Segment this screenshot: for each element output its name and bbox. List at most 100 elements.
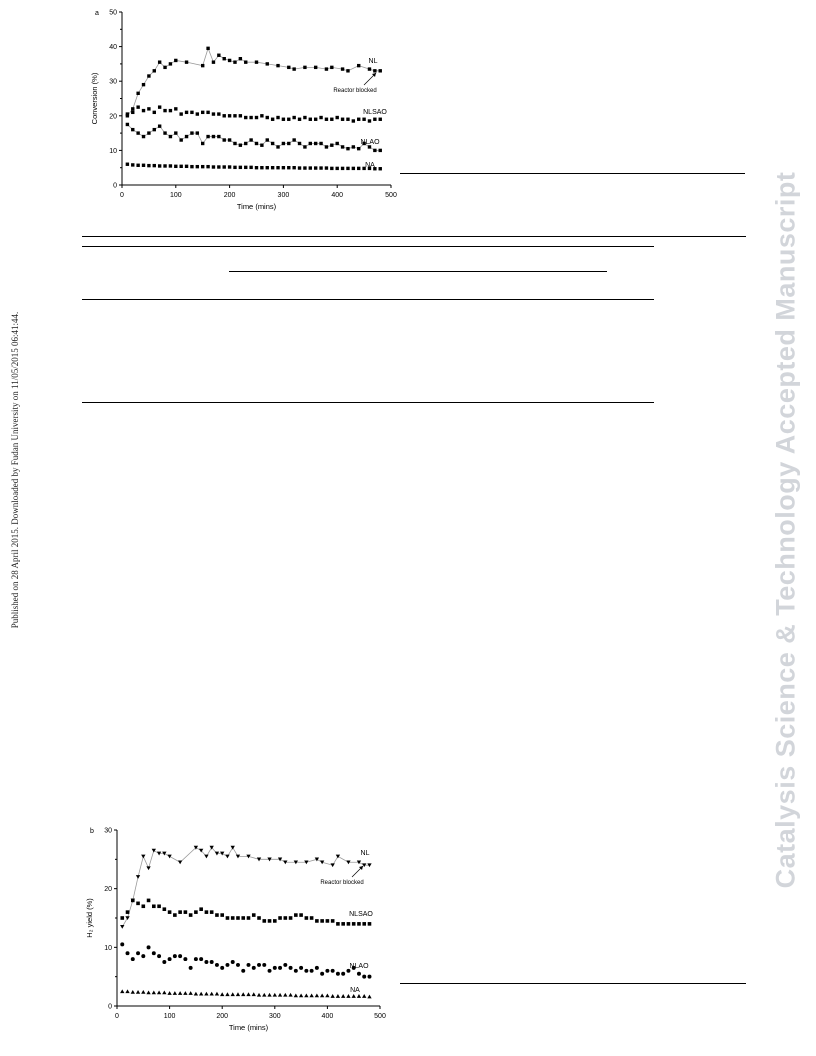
- data-point: [201, 110, 205, 115]
- data-point: [141, 854, 146, 859]
- data-point: [162, 907, 167, 911]
- data-point: [297, 117, 302, 121]
- data-point: [283, 916, 288, 920]
- data-point: [211, 60, 216, 64]
- data-point: [249, 138, 253, 142]
- data-point: [163, 131, 167, 135]
- data-point: [309, 916, 314, 920]
- data-point: [157, 60, 162, 64]
- data-point: [367, 67, 372, 71]
- data-point: [276, 145, 280, 149]
- y-tick-label: 0: [113, 183, 117, 190]
- data-point: [287, 65, 291, 70]
- data-point: [162, 960, 167, 964]
- data-point: [199, 991, 204, 996]
- series-label: NL: [361, 850, 370, 857]
- data-point: [172, 954, 177, 959]
- data-point: [220, 965, 225, 970]
- data-point: [292, 138, 296, 142]
- data-point: [174, 164, 178, 169]
- x-tick-label: 0: [115, 1013, 119, 1020]
- data-point: [225, 992, 230, 997]
- y-tick-label: 0: [108, 1004, 112, 1011]
- data-point: [174, 107, 178, 111]
- data-point: [151, 848, 156, 853]
- x-tick-label: 100: [164, 1013, 176, 1020]
- data-point: [141, 989, 146, 994]
- data-point: [238, 57, 243, 61]
- data-point: [304, 916, 309, 920]
- data-point: [152, 127, 156, 132]
- data-point: [147, 107, 151, 111]
- data-point: [147, 131, 151, 135]
- x-tick-label: 500: [385, 192, 397, 199]
- data-point: [120, 989, 125, 994]
- data-point: [225, 854, 230, 859]
- data-point: [357, 166, 361, 171]
- data-point: [125, 112, 130, 116]
- data-point: [281, 166, 286, 170]
- data-point: [287, 141, 291, 146]
- data-point: [125, 162, 130, 166]
- data-point: [246, 916, 251, 920]
- data-point: [183, 991, 188, 995]
- data-point: [341, 971, 346, 976]
- data-point: [249, 115, 253, 120]
- data-point: [357, 63, 361, 68]
- data-point: [167, 957, 172, 962]
- data-point: [367, 863, 372, 868]
- data-point: [136, 901, 140, 906]
- series-label: NA: [365, 162, 375, 169]
- data-point: [373, 69, 377, 73]
- data-point: [246, 962, 251, 967]
- data-point: [335, 994, 341, 998]
- data-point: [287, 166, 291, 170]
- x-tick-label: 400: [331, 192, 343, 199]
- data-point: [313, 166, 318, 170]
- data-point: [163, 65, 167, 70]
- data-point: [276, 63, 280, 68]
- data-point: [120, 925, 125, 929]
- data-point: [351, 145, 356, 149]
- data-point: [340, 117, 345, 121]
- data-point: [136, 131, 140, 135]
- data-point: [287, 117, 291, 121]
- y-tick-label: 20: [104, 886, 112, 893]
- data-point: [131, 107, 135, 111]
- data-point: [251, 913, 256, 917]
- data-point: [227, 165, 232, 169]
- data-point: [309, 993, 314, 998]
- data-point: [324, 166, 329, 170]
- data-point: [303, 166, 307, 170]
- data-point: [168, 108, 173, 113]
- series-label: NLAO: [360, 139, 380, 146]
- data-point: [346, 968, 351, 973]
- data-point: [330, 919, 335, 923]
- data-point: [130, 957, 135, 962]
- x-tick-label: 500: [374, 1013, 386, 1020]
- data-point: [141, 163, 146, 167]
- data-point: [308, 166, 312, 170]
- data-point: [152, 69, 156, 73]
- data-point: [315, 919, 319, 923]
- data-point: [292, 67, 296, 71]
- annotation-label: Reactor blocked: [320, 880, 363, 886]
- data-point: [262, 962, 267, 967]
- data-point: [214, 991, 220, 996]
- data-point: [227, 114, 232, 118]
- data-point: [281, 117, 286, 121]
- data-point: [130, 989, 135, 994]
- data-point: [265, 166, 269, 170]
- data-point: [362, 166, 366, 171]
- data-point: [340, 67, 345, 71]
- data-point: [206, 134, 210, 139]
- data-point: [244, 60, 248, 64]
- data-point: [156, 990, 162, 995]
- data-point: [378, 117, 382, 121]
- data-point: [292, 115, 296, 120]
- data-point: [193, 991, 199, 996]
- data-point: [244, 115, 248, 120]
- data-point: [195, 131, 200, 135]
- data-point: [346, 860, 351, 865]
- data-point: [179, 164, 183, 169]
